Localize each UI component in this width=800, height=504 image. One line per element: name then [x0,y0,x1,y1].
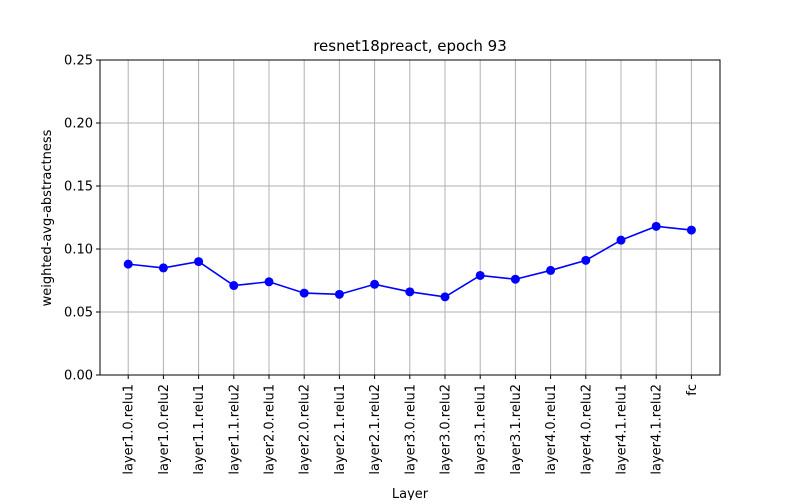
x-tick-label: layer1.1.relu1 [192,384,207,475]
x-tick-label: layer4.0.relu2 [579,384,594,475]
x-tick-label: layer2.1.relu1 [333,384,348,475]
data-point [651,221,661,231]
x-tick-label: layer2.0.relu1 [263,384,278,475]
x-tick-label: layer2.0.relu2 [298,384,313,475]
series [123,221,696,302]
data-point [334,289,344,299]
x-tick-label: layer1.0.relu2 [157,384,172,475]
x-tick-label: layer3.0.relu1 [403,384,418,475]
y-tick-label: 0.25 [64,54,93,69]
x-tick-label: layer4.1.relu1 [615,384,630,475]
data-point [123,259,133,269]
y-tick-label: 0.00 [64,369,93,384]
x-tick-label: layer4.1.relu2 [650,384,665,475]
y-axis-label: weighted-avg-abstractness [40,129,55,306]
x-tick-label: layer3.0.relu2 [439,384,454,475]
x-tick-label: layer3.1.relu1 [474,384,489,475]
chart-title: resnet18preact, epoch 93 [313,37,507,55]
data-point [299,288,309,298]
data-point [405,287,415,297]
x-tick-label: layer2.1.relu2 [368,384,383,475]
data-point [475,270,485,280]
data-point [581,255,591,265]
data-point [158,263,168,273]
grid-lines [100,59,720,376]
data-point [440,292,450,302]
data-point [194,257,204,267]
data-point [686,225,696,235]
data-point [510,274,520,284]
axes: layer1.0.relu1 layer1.0.relu2 layer1.1.rel… [64,54,721,475]
data-point [370,279,380,289]
data-point [546,265,556,275]
x-tick-label: layer1.1.relu2 [227,384,242,475]
x-tick-label: layer1.0.relu1 [122,384,137,475]
plot-frame [99,59,721,376]
x-tick-label: layer4.0.relu1 [544,384,559,475]
y-tick-label: 0.15 [64,180,93,195]
y-tick-label: 0.20 [64,117,93,132]
data-point [229,281,239,291]
x-tick-label: layer3.1.relu2 [509,384,524,475]
x-axis-label: Layer [392,487,429,500]
x-tick-label: fc [685,384,700,396]
data-point [264,277,274,287]
y-tick-label: 0.10 [64,243,93,258]
y-tick-label: 0.05 [64,306,93,321]
data-point [616,235,626,245]
